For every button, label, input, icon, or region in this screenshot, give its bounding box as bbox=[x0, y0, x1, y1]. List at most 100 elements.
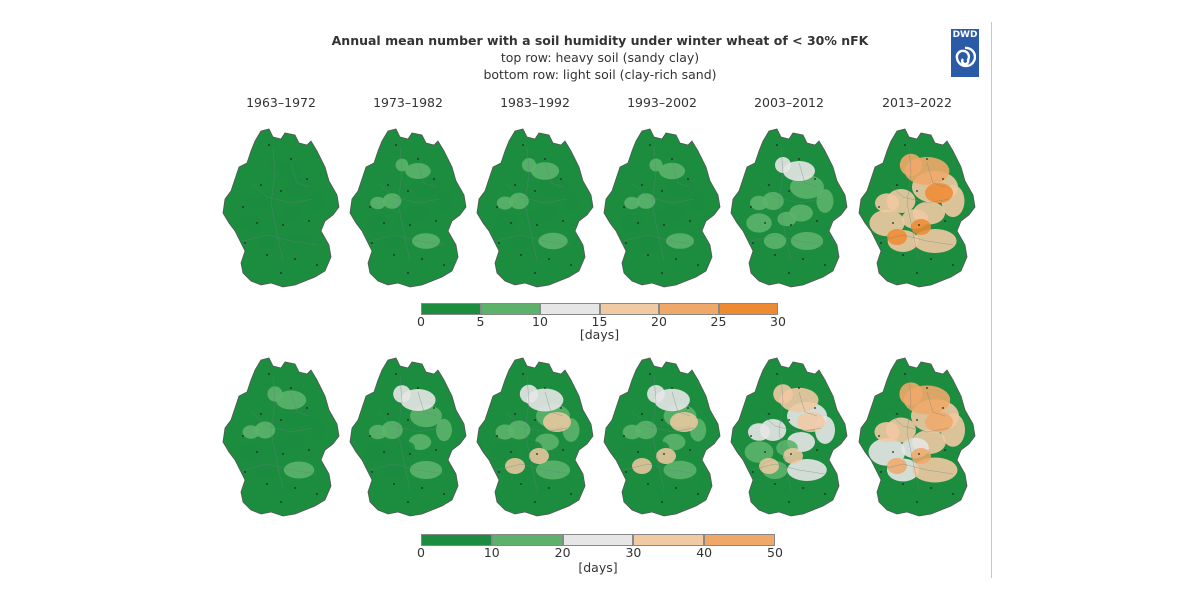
humidity-region bbox=[773, 384, 793, 404]
humidity-region bbox=[624, 196, 640, 210]
dwd-logo-text: DWD bbox=[952, 30, 978, 40]
city-marker bbox=[904, 373, 906, 375]
germany-outline bbox=[730, 128, 848, 288]
city-marker bbox=[816, 220, 818, 222]
humidity-region bbox=[409, 205, 431, 221]
colorbar-tick-label: 0 bbox=[417, 545, 425, 560]
city-marker bbox=[750, 435, 752, 437]
city-marker bbox=[407, 190, 409, 192]
city-marker bbox=[514, 184, 516, 186]
city-marker bbox=[952, 493, 954, 495]
state-border bbox=[397, 375, 411, 491]
humidity-hotspot bbox=[887, 458, 907, 474]
decade-label: 1983–1992 bbox=[500, 95, 570, 110]
state-border bbox=[290, 162, 310, 188]
city-marker bbox=[916, 419, 918, 421]
colorbar-tick-label: 10 bbox=[532, 314, 548, 329]
city-marker bbox=[496, 206, 498, 208]
city-marker bbox=[435, 220, 437, 222]
bottom-row-map-3 bbox=[476, 357, 594, 517]
city-marker bbox=[544, 387, 546, 389]
city-marker bbox=[788, 272, 790, 274]
city-marker bbox=[916, 272, 918, 274]
humidity-region bbox=[509, 192, 529, 210]
humidity-region bbox=[519, 384, 539, 404]
germany-outline bbox=[222, 128, 340, 288]
city-marker bbox=[661, 272, 663, 274]
city-marker bbox=[942, 178, 944, 180]
city-marker bbox=[944, 449, 946, 451]
colorbar-tick-label: 5 bbox=[476, 314, 485, 329]
humidity-region bbox=[665, 176, 695, 198]
state-border bbox=[496, 463, 572, 475]
city-marker bbox=[926, 158, 928, 160]
colorbar-tick-label: 15 bbox=[591, 314, 608, 329]
humidity-region bbox=[409, 461, 443, 479]
state-border bbox=[369, 234, 445, 246]
humidity-region bbox=[647, 385, 665, 403]
city-marker bbox=[790, 453, 792, 455]
humidity-region bbox=[243, 197, 259, 209]
city-marker bbox=[687, 178, 689, 180]
humidity-region bbox=[493, 214, 517, 232]
germany-map-base bbox=[477, 129, 593, 287]
humidity-region bbox=[283, 461, 315, 479]
city-marker bbox=[952, 264, 954, 266]
city-marker bbox=[774, 483, 776, 485]
humidity-region bbox=[649, 158, 663, 172]
humidity-region bbox=[282, 434, 304, 450]
colorbar-tick-label: 20 bbox=[554, 545, 571, 560]
state-border bbox=[377, 411, 441, 433]
city-marker bbox=[560, 178, 562, 180]
city-marker bbox=[534, 419, 536, 421]
city-marker bbox=[371, 242, 373, 244]
humidity-region bbox=[746, 213, 772, 233]
city-marker bbox=[308, 220, 310, 222]
state-border bbox=[242, 234, 318, 246]
state-border bbox=[886, 182, 950, 204]
humidity-region bbox=[790, 175, 824, 199]
humidity-hotspot bbox=[783, 448, 803, 464]
humidity-region bbox=[899, 153, 923, 177]
colorbar-segment bbox=[540, 303, 600, 315]
bottom-row-map-2 bbox=[349, 357, 467, 517]
city-marker bbox=[266, 483, 268, 485]
city-marker bbox=[421, 258, 423, 260]
city-marker bbox=[520, 483, 522, 485]
city-marker bbox=[625, 242, 627, 244]
humidity-hotspot bbox=[505, 458, 525, 474]
state-border bbox=[750, 234, 826, 246]
city-marker bbox=[536, 453, 538, 455]
humidity-region bbox=[257, 234, 277, 248]
city-marker bbox=[562, 449, 564, 451]
humidity-region bbox=[762, 192, 784, 210]
city-marker bbox=[798, 387, 800, 389]
colorbar-segment bbox=[491, 534, 563, 546]
city-marker bbox=[290, 158, 292, 160]
colorbar-tick-label: 25 bbox=[710, 314, 727, 329]
subtitle-bottom-row: bottom row: light soil (clay-rich sand) bbox=[483, 67, 717, 82]
divider-line bbox=[991, 22, 992, 578]
bottom-row-map-4 bbox=[603, 357, 721, 517]
humidity-region bbox=[536, 205, 558, 221]
colorbar-segment bbox=[562, 534, 634, 546]
germany-map-base bbox=[223, 129, 339, 287]
germany-map-base bbox=[223, 358, 339, 516]
city-marker bbox=[316, 493, 318, 495]
colorbar-segment bbox=[599, 303, 659, 315]
city-marker bbox=[280, 190, 282, 192]
humidity-region bbox=[790, 232, 824, 250]
humidity-region bbox=[563, 190, 579, 212]
city-marker bbox=[774, 254, 776, 256]
colorbar-segment bbox=[718, 303, 778, 315]
city-marker bbox=[671, 158, 673, 160]
colorbar-segment bbox=[633, 534, 705, 546]
colorbar-tick-label: 30 bbox=[770, 314, 786, 329]
city-marker bbox=[244, 242, 246, 244]
state-border bbox=[631, 182, 695, 204]
humidity-region bbox=[369, 424, 387, 440]
city-marker bbox=[637, 222, 639, 224]
humidity-hotspot bbox=[911, 448, 931, 464]
state-border bbox=[250, 182, 314, 204]
humidity-region bbox=[510, 233, 532, 249]
